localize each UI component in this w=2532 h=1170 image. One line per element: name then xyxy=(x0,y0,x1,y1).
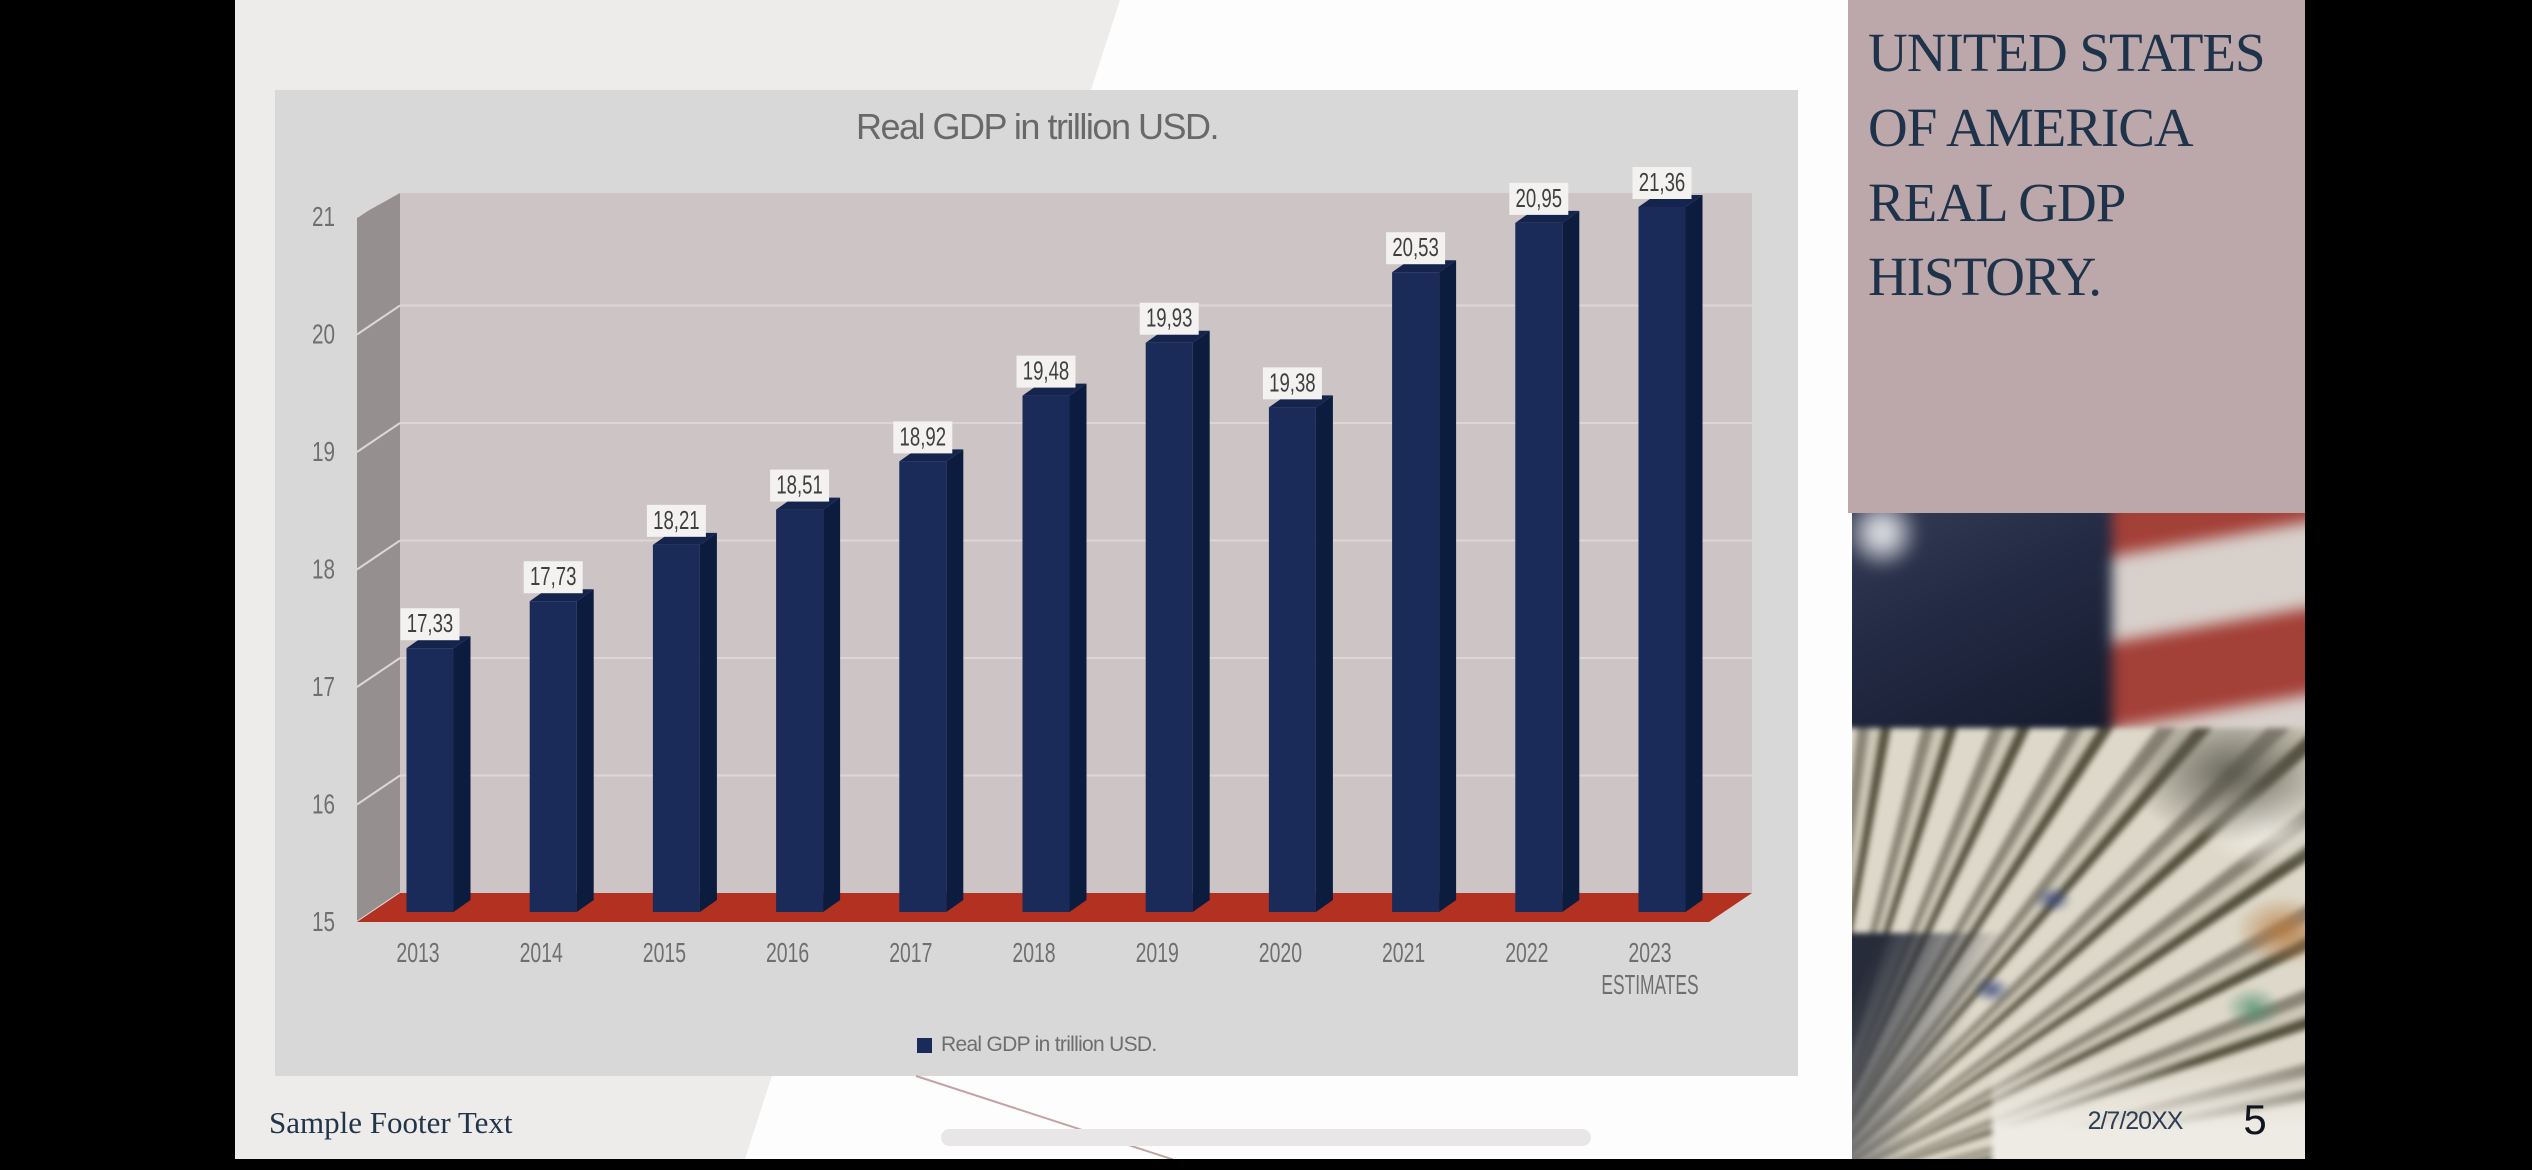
svg-text:2013: 2013 xyxy=(396,937,439,968)
presentation-slide: 17,33 17,73 18,21 18,51 18,92 19,48 19,93 19,38… xyxy=(235,0,2305,1159)
svg-text:2016: 2016 xyxy=(766,937,809,968)
svg-text:21,36: 21,36 xyxy=(1639,167,1686,197)
svg-text:ESTIMATES: ESTIMATES xyxy=(1601,969,1698,1000)
bills-highlight xyxy=(1992,1063,2305,1159)
svg-text:2015: 2015 xyxy=(643,937,686,968)
svg-text:2020: 2020 xyxy=(1259,937,1302,968)
svg-text:18: 18 xyxy=(312,554,335,585)
svg-text:2014: 2014 xyxy=(520,937,563,968)
slide-date: 2/7/20XX xyxy=(2087,1107,2184,1135)
svg-text:18,21: 18,21 xyxy=(653,505,700,535)
svg-text:17,33: 17,33 xyxy=(407,608,454,638)
svg-text:20,53: 20,53 xyxy=(1392,232,1439,262)
svg-text:15: 15 xyxy=(312,906,335,937)
svg-text:18,51: 18,51 xyxy=(776,470,823,500)
photo-content xyxy=(1852,513,2305,1159)
chart-title: Real GDP in trillion USD. xyxy=(856,106,1219,147)
svg-text:20,95: 20,95 xyxy=(1516,183,1563,213)
svg-text:19,93: 19,93 xyxy=(1146,303,1193,333)
svg-text:19: 19 xyxy=(312,436,335,467)
svg-text:17: 17 xyxy=(312,671,335,702)
svg-text:2018: 2018 xyxy=(1012,937,1055,968)
svg-text:19,38: 19,38 xyxy=(1269,367,1316,397)
svg-text:21: 21 xyxy=(312,201,335,232)
legend-swatch-icon xyxy=(917,1037,932,1053)
flag-canton-image xyxy=(1852,513,2112,743)
money-flag-image xyxy=(1852,513,2305,1159)
svg-text:20: 20 xyxy=(312,319,335,350)
slide-title: UNITED STATES OF AMERICA REAL GDP HISTOR… xyxy=(1868,22,2266,308)
title-panel: UNITED STATES OF AMERICA REAL GDP HISTOR… xyxy=(1848,0,2305,513)
svg-text:18,92: 18,92 xyxy=(900,421,947,451)
page-number: 5 xyxy=(2243,1096,2267,1143)
svg-text:2021: 2021 xyxy=(1382,937,1425,968)
svg-text:2022: 2022 xyxy=(1505,937,1548,968)
footer-text: Sample Footer Text xyxy=(269,1105,513,1140)
svg-text:16: 16 xyxy=(312,789,335,820)
svg-text:17,73: 17,73 xyxy=(530,561,577,591)
svg-text:2023: 2023 xyxy=(1628,937,1671,968)
legend-label: Real GDP in trillion USD. xyxy=(941,1033,1157,1056)
svg-text:2019: 2019 xyxy=(1136,937,1179,968)
slide-progress-pill xyxy=(941,1129,1591,1146)
gdp-bar-chart: 17,33 17,73 18,21 18,51 18,92 19,48 19,93 19,38… xyxy=(312,167,1752,1000)
svg-text:2017: 2017 xyxy=(889,937,932,968)
svg-text:19,48: 19,48 xyxy=(1023,356,1070,386)
chart-legend: Real GDP in trillion USD. xyxy=(917,1033,1157,1057)
